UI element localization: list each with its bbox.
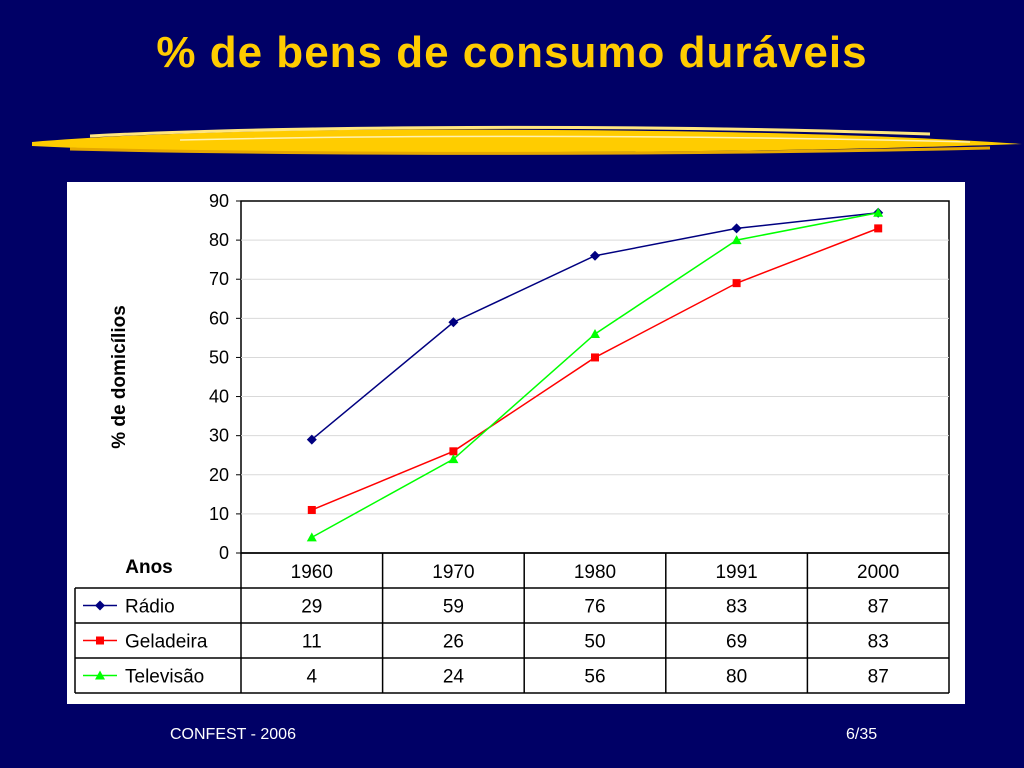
data-point bbox=[731, 223, 742, 234]
x-category-label: 1991 bbox=[715, 562, 757, 583]
y-tick-label: 0 bbox=[219, 543, 229, 563]
table-value: 29 bbox=[301, 597, 322, 618]
data-point bbox=[306, 532, 317, 542]
table-value: 11 bbox=[302, 632, 322, 653]
y-tick-label: 90 bbox=[209, 191, 229, 211]
title-underline-brush bbox=[32, 125, 1022, 155]
data-point bbox=[306, 434, 317, 445]
table-value: 87 bbox=[868, 597, 889, 618]
y-tick-label: 50 bbox=[209, 347, 229, 367]
table-value: 69 bbox=[726, 632, 747, 653]
table-value: 50 bbox=[584, 632, 605, 653]
table-value: 80 bbox=[726, 667, 747, 688]
data-point bbox=[591, 353, 599, 362]
footer-left: CONFEST - 2006 bbox=[170, 726, 296, 743]
data-point bbox=[731, 235, 742, 245]
data-point bbox=[732, 279, 741, 288]
table-value: 76 bbox=[584, 597, 605, 618]
table-value: 56 bbox=[584, 667, 605, 688]
legend-marker bbox=[96, 636, 104, 645]
y-tick-label: 40 bbox=[209, 387, 229, 407]
data-point bbox=[448, 317, 459, 328]
data-point bbox=[307, 505, 316, 514]
table-header-label: Anos bbox=[125, 557, 173, 578]
y-tick-label: 70 bbox=[209, 269, 229, 289]
table-value: 4 bbox=[307, 667, 318, 688]
x-category-label: 1980 bbox=[574, 562, 616, 583]
x-category-label: 2000 bbox=[857, 562, 899, 583]
legend-label: Geladeira bbox=[125, 632, 208, 653]
data-point bbox=[448, 454, 459, 464]
y-tick-label: 10 bbox=[209, 504, 229, 524]
legend-label: Televisão bbox=[125, 667, 204, 688]
legend-marker bbox=[95, 670, 105, 680]
data-point bbox=[874, 224, 883, 233]
table-value: 24 bbox=[443, 667, 465, 688]
table-value: 87 bbox=[868, 667, 889, 688]
data-point bbox=[590, 328, 600, 338]
legend-label: Rádio bbox=[125, 597, 175, 618]
series-line bbox=[311, 211, 879, 441]
y-axis-label: % de domicílios bbox=[109, 305, 130, 449]
y-tick-label: 30 bbox=[209, 426, 229, 446]
data-point bbox=[873, 207, 884, 217]
table-value: 83 bbox=[868, 632, 889, 653]
slide-title: % de bens de consumo duráveis bbox=[156, 28, 868, 77]
data-point bbox=[449, 447, 458, 456]
x-category-label: 1960 bbox=[291, 562, 333, 583]
y-tick-label: 60 bbox=[209, 308, 229, 328]
data-point bbox=[590, 250, 600, 261]
table-value: 26 bbox=[443, 632, 464, 653]
y-tick-label: 80 bbox=[209, 230, 229, 250]
footer-right: 6/35 bbox=[846, 726, 878, 743]
table-value: 83 bbox=[726, 597, 747, 618]
table-value: 59 bbox=[443, 597, 464, 618]
legend-marker bbox=[95, 600, 105, 611]
y-tick-label: 20 bbox=[209, 465, 229, 485]
chart-panel: 0 10 20 30 40 50 60 70 80 90 Anos 1960 1970 1980 1991… bbox=[67, 182, 965, 704]
x-category-label: 1970 bbox=[432, 562, 474, 583]
line-chart: 0 10 20 30 40 50 60 70 80 90 Anos 1960 1970 1980 1991… bbox=[74, 191, 950, 694]
